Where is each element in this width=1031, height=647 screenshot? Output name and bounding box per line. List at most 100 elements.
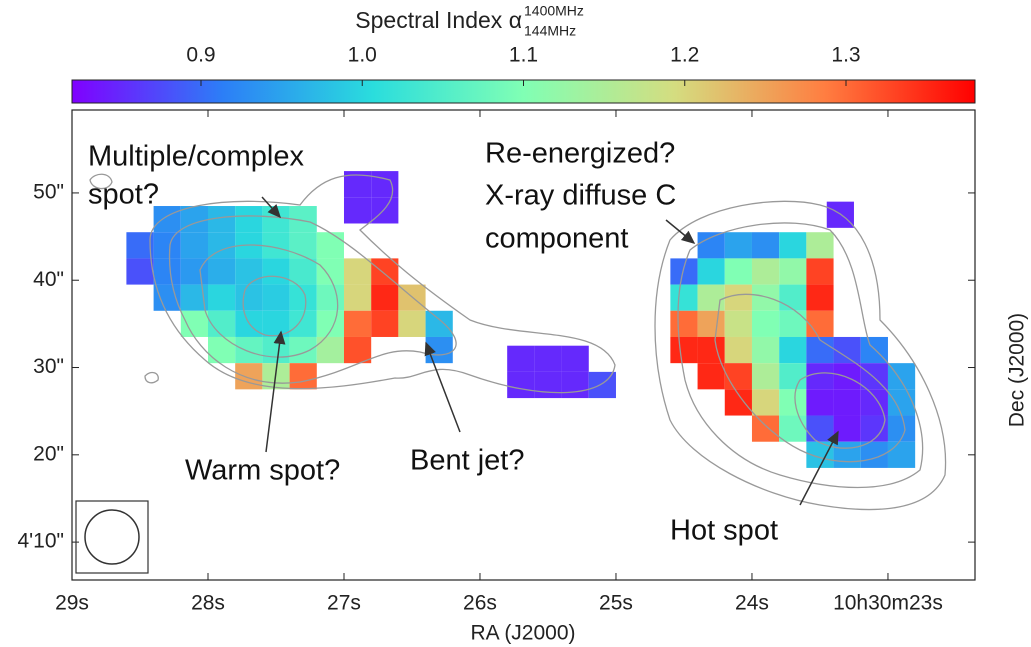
x-tick-label: 28s <box>191 592 225 615</box>
pixel <box>290 258 317 284</box>
beam <box>76 501 148 573</box>
pixel <box>208 285 235 311</box>
pixel <box>670 337 697 363</box>
colorbar-tick-label: 1.1 <box>509 44 538 67</box>
pixel <box>154 258 181 284</box>
pixel <box>752 311 779 337</box>
annotation: X-ray diffuse C <box>485 180 676 212</box>
pixel <box>698 363 725 389</box>
pixel <box>725 311 752 337</box>
pixel <box>534 372 561 398</box>
pixel <box>888 389 915 415</box>
pixel <box>290 337 317 363</box>
pixel <box>725 258 752 284</box>
pixel <box>834 442 861 468</box>
y-tick-label: 4'10" <box>17 530 64 553</box>
colorbar-tick-label: 1.0 <box>348 44 377 67</box>
pixel <box>806 258 833 284</box>
pixel <box>290 363 317 389</box>
pixel <box>752 285 779 311</box>
pixel <box>779 363 806 389</box>
colorbar-label-sub: 144MHz <box>524 23 576 39</box>
pixel <box>806 232 833 258</box>
pixel <box>752 232 779 258</box>
pixel <box>725 285 752 311</box>
pixel <box>806 363 833 389</box>
pixel <box>834 363 861 389</box>
pixel <box>752 337 779 363</box>
pixel <box>208 337 235 363</box>
pixel <box>235 337 262 363</box>
annotation: Warm spot? <box>185 455 340 487</box>
pixel <box>262 206 289 232</box>
annotation: spot? <box>88 179 159 211</box>
pixel <box>290 232 317 258</box>
pixel <box>698 337 725 363</box>
pixel <box>344 311 371 337</box>
pixel <box>426 337 453 363</box>
pixel <box>181 311 208 337</box>
x-tick-label: 29s <box>55 592 89 615</box>
annotation: Bent jet? <box>410 445 524 477</box>
colorbar-tick-label: 0.9 <box>186 44 215 67</box>
pixel <box>344 337 371 363</box>
pixel <box>262 232 289 258</box>
pixel <box>806 416 833 442</box>
pixel <box>262 337 289 363</box>
pixel <box>317 232 344 258</box>
pixel <box>779 337 806 363</box>
pixel <box>235 258 262 284</box>
colorbar-label-sup: 1400MHz <box>524 3 584 19</box>
pixel <box>317 258 344 284</box>
pixel <box>426 311 453 337</box>
pixel <box>126 258 153 284</box>
y-tick-label: 50" <box>33 180 64 203</box>
pixel <box>235 285 262 311</box>
pixel <box>861 363 888 389</box>
pixel <box>344 285 371 311</box>
pixel <box>562 372 589 398</box>
annotation: Multiple/complex <box>88 141 304 173</box>
pixel <box>806 311 833 337</box>
pixel <box>154 285 181 311</box>
pixel <box>725 232 752 258</box>
x-tick-label: 26s <box>463 592 497 615</box>
x-tick-label: 27s <box>327 592 361 615</box>
pixel <box>861 389 888 415</box>
pixel <box>779 416 806 442</box>
pixel <box>344 197 371 223</box>
pixel <box>208 258 235 284</box>
pixel <box>779 389 806 415</box>
pixel <box>290 285 317 311</box>
pixel <box>670 258 697 284</box>
pixel <box>589 372 616 398</box>
y-tick-label: 20" <box>33 442 64 465</box>
pixel <box>888 442 915 468</box>
pixel <box>698 232 725 258</box>
pixel <box>725 337 752 363</box>
pixel <box>670 311 697 337</box>
pixel <box>371 171 398 197</box>
pixel <box>344 258 371 284</box>
pixel <box>262 258 289 284</box>
pixel <box>534 346 561 372</box>
pixel <box>861 416 888 442</box>
y-tick-label: 30" <box>33 355 64 378</box>
pixel <box>752 389 779 415</box>
pixel <box>806 285 833 311</box>
pixel <box>725 363 752 389</box>
figure: 0.91.01.11.21.3 29s28s27s26s25s24s10h30m… <box>0 0 1031 647</box>
pixel <box>181 206 208 232</box>
pixel <box>698 285 725 311</box>
pixel <box>834 416 861 442</box>
y-axis-label: Dec (J2000) <box>1006 313 1029 427</box>
pixel <box>317 311 344 337</box>
pixel <box>262 285 289 311</box>
x-tick-label: 10h30m23s <box>833 592 943 615</box>
pixel <box>834 337 861 363</box>
pixel <box>779 311 806 337</box>
y-tick-label: 40" <box>33 268 64 291</box>
pixel <box>154 232 181 258</box>
pixel <box>779 285 806 311</box>
